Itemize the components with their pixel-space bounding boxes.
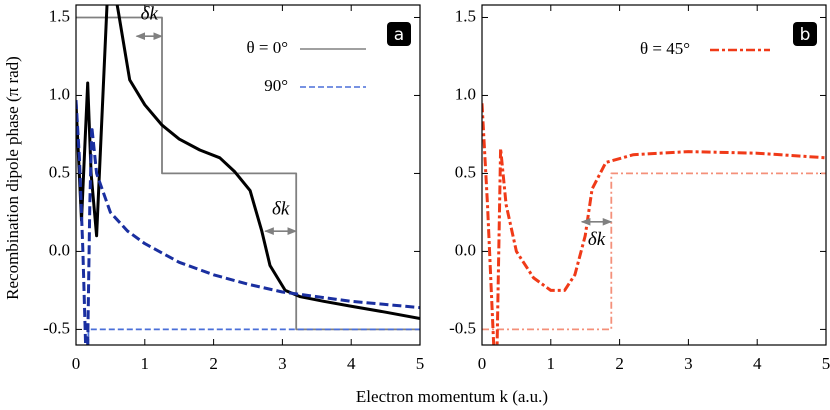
x-tick-label: 2 [209, 354, 218, 373]
plot-series [482, 103, 826, 345]
x-tick-label: 0 [72, 354, 81, 373]
plot-series [76, 5, 420, 345]
y-tick-label: 0.5 [455, 162, 476, 181]
plot-frame [481, 4, 827, 346]
x-tick-label: 3 [684, 354, 693, 373]
x-tick-label: 1 [141, 354, 150, 373]
x-tick-label: 1 [547, 354, 556, 373]
annotation-label: δk [272, 199, 290, 220]
y-tick-label: 0.0 [455, 240, 476, 259]
y-tick-label: 1.5 [49, 6, 70, 25]
y-tick-label: -0.5 [449, 318, 476, 337]
series-line [76, 5, 420, 320]
series-line [87, 328, 420, 345]
legend-label: θ = 0° [246, 38, 288, 57]
x-tick-label: 5 [822, 354, 830, 373]
x-tick-label: 4 [753, 354, 762, 373]
legend-label: θ = 45° [640, 39, 690, 58]
panel-label-box [793, 22, 817, 46]
y-tick-label: 1.0 [455, 84, 476, 103]
panel-label-box [387, 22, 411, 46]
series-line [76, 100, 420, 345]
series-line [482, 103, 826, 345]
x-tick-label: 4 [347, 354, 356, 373]
y-tick-label: 0.0 [49, 240, 70, 259]
x-tick-label: 0 [478, 354, 487, 373]
y-tick-label: 1.0 [49, 84, 70, 103]
y-tick-label: 1.5 [455, 6, 476, 25]
panel-label: b [800, 25, 811, 45]
series-line [482, 172, 826, 331]
x-tick-label: 2 [615, 354, 624, 373]
panel-label: a [394, 25, 404, 45]
legend-label: 90° [264, 76, 288, 95]
x-tick-label: 5 [416, 354, 425, 373]
annotation-label: δk [141, 4, 159, 25]
x-tick-label: 3 [278, 354, 287, 373]
y-axis-label: Recombination dipole phase (π rad) [3, 56, 22, 300]
y-tick-label: 0.5 [49, 162, 70, 181]
x-axis-label: Electron momentum k (a.u.) [356, 387, 548, 406]
plot-frame [75, 4, 421, 346]
annotation-label: δk [588, 229, 606, 250]
y-tick-label: -0.5 [43, 318, 70, 337]
